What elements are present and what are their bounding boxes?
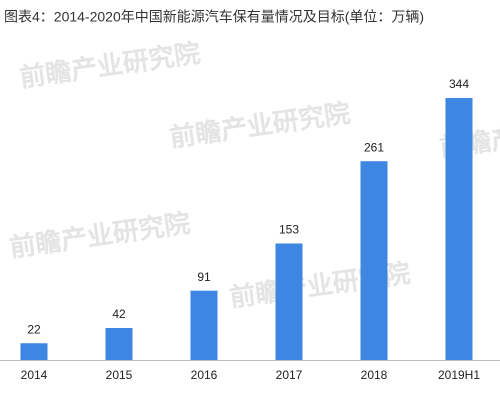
chart-title: 图表4：2014-2020年中国新能源汽车保有量情况及目标(单位：万辆) bbox=[4, 9, 424, 25]
watermark: 前瞻产业研究院 bbox=[18, 38, 202, 93]
value-label: 42 bbox=[112, 307, 126, 321]
x-tick-label: 2015 bbox=[106, 368, 133, 382]
value-label: 91 bbox=[197, 270, 211, 284]
value-label: 344 bbox=[449, 77, 469, 91]
x-tick-label: 2017 bbox=[276, 368, 303, 382]
watermark: 前瞻产业研究院 bbox=[8, 208, 192, 263]
x-tick-label: 2019H1 bbox=[438, 368, 480, 382]
bar bbox=[105, 328, 133, 360]
bar bbox=[445, 98, 473, 360]
bar bbox=[360, 161, 388, 360]
bar bbox=[20, 343, 48, 360]
bar bbox=[275, 243, 303, 360]
value-label: 261 bbox=[364, 140, 384, 154]
bar bbox=[190, 290, 218, 360]
x-tick-label: 2016 bbox=[191, 368, 218, 382]
watermark: 前瞻产业研究院 bbox=[168, 98, 352, 153]
x-tick-label: 2018 bbox=[361, 368, 388, 382]
value-label: 22 bbox=[27, 322, 41, 336]
value-label: 153 bbox=[279, 223, 299, 237]
x-tick-label: 2014 bbox=[21, 368, 48, 382]
